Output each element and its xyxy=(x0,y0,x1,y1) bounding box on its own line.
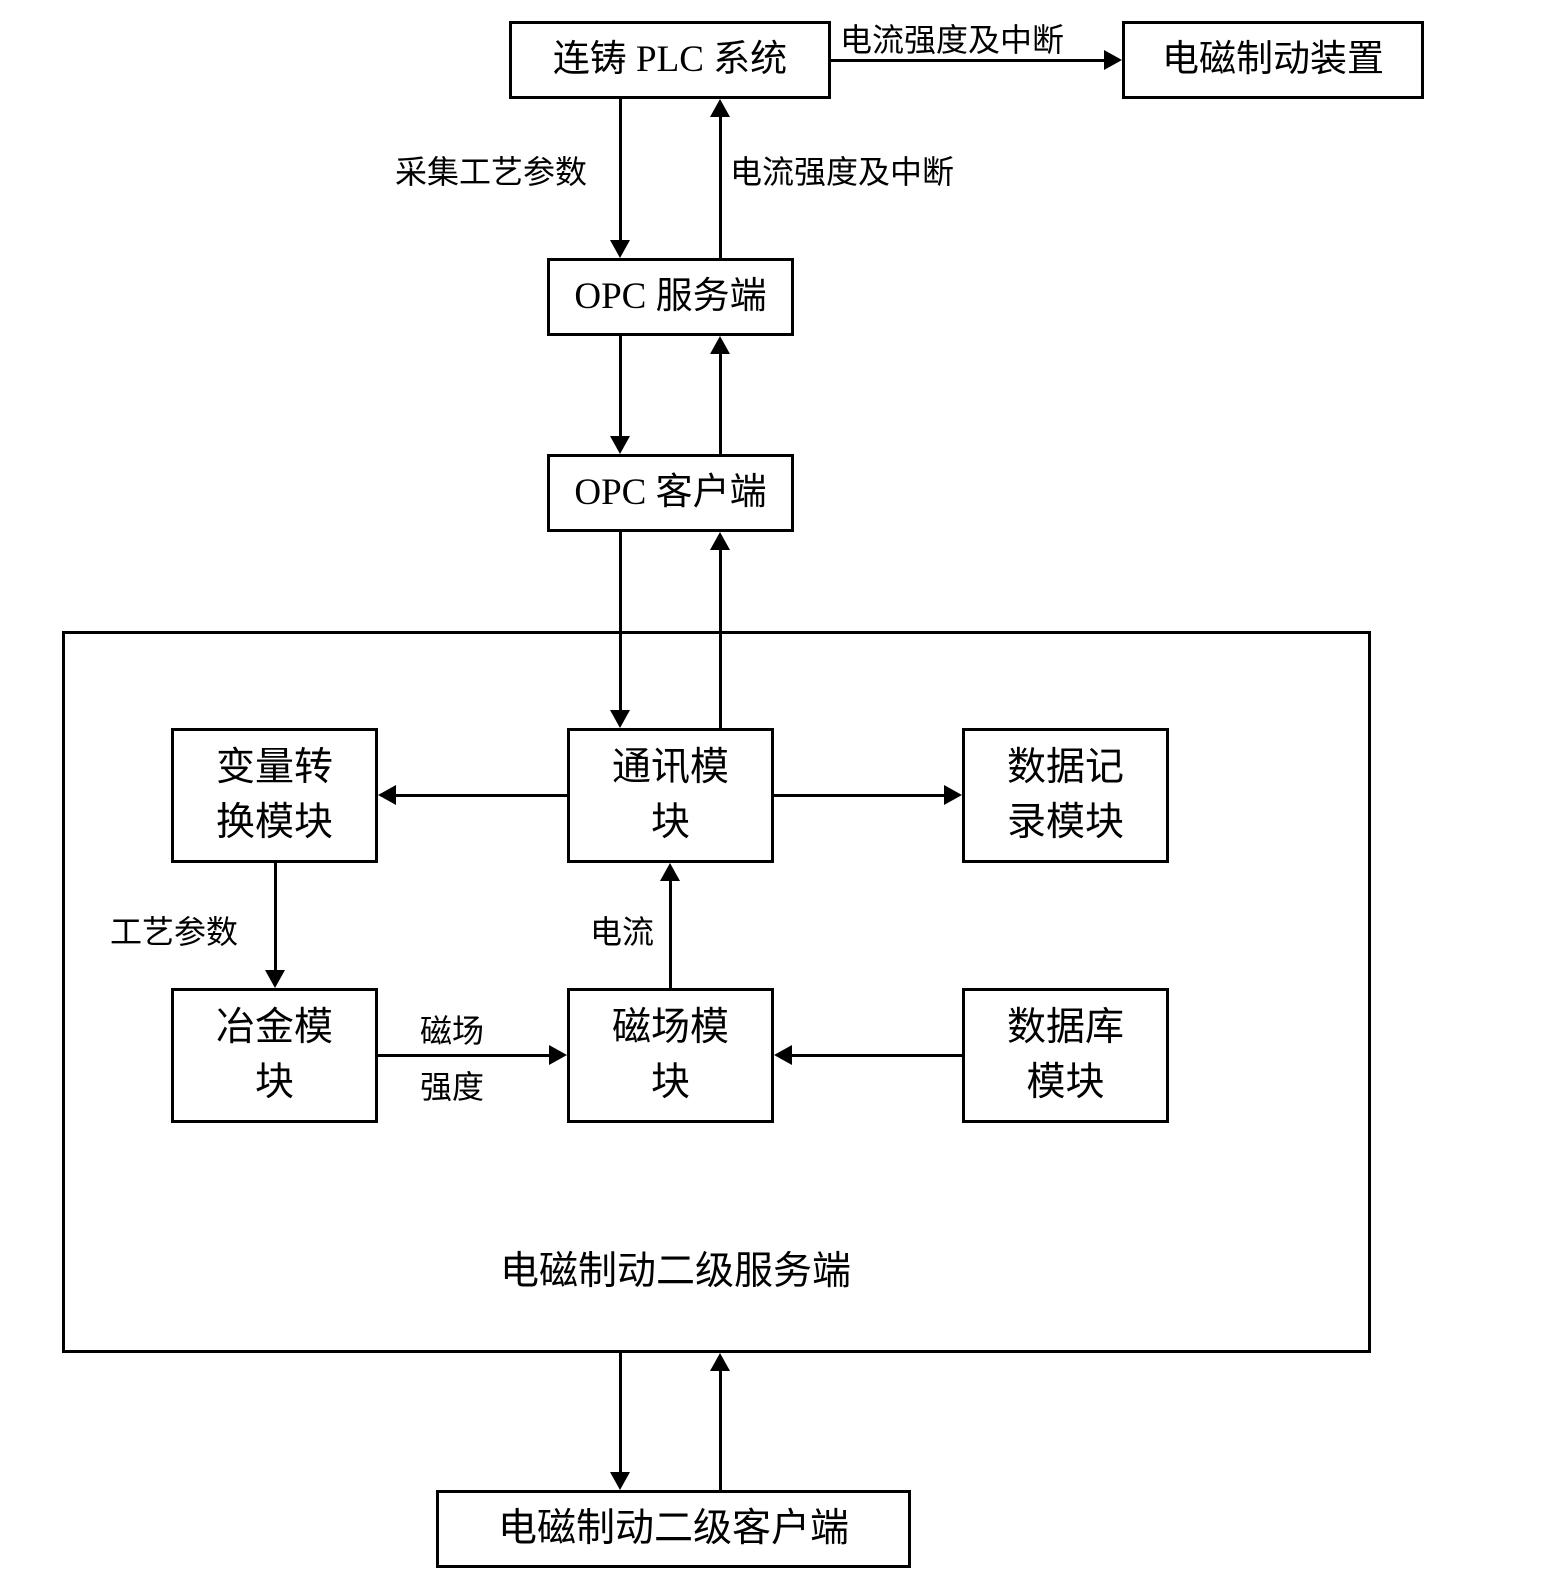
node-var-conv-label: 变量转换模块 xyxy=(216,741,333,850)
edge-label-plc-opc-left: 采集工艺参数 xyxy=(395,147,587,193)
node-emb-device-label: 电磁制动装置 xyxy=(1162,34,1384,86)
diagram-canvas: 电磁制动二级服务端 连铸 PLC 系统 电磁制动装置 OPC 服务端 OPC 客… xyxy=(0,0,1552,1582)
node-mag-field: 磁场模块 xyxy=(567,988,774,1123)
node-database: 数据库模块 xyxy=(962,988,1169,1123)
edge-line xyxy=(719,354,722,454)
edge-line xyxy=(619,532,622,710)
edge-line xyxy=(619,336,622,436)
arrowhead-down-icon xyxy=(610,436,630,454)
edge-label-metal-mag-l2: 强度 xyxy=(420,1062,484,1108)
arrowhead-left-icon xyxy=(378,785,396,805)
edge-line xyxy=(274,863,277,970)
edge-line xyxy=(669,881,672,988)
edge-label-mag-comm: 电流 xyxy=(590,907,654,953)
node-opc-server-label: OPC 服务端 xyxy=(574,271,766,323)
node-comm-label: 通讯模块 xyxy=(612,741,729,850)
arrowhead-right-icon xyxy=(549,1045,567,1065)
node-opc-client-label: OPC 客户端 xyxy=(574,467,766,519)
l2-server-container-label: 电磁制动二级服务端 xyxy=(500,1240,851,1296)
arrowhead-up-icon xyxy=(710,99,730,117)
edge-line xyxy=(792,1054,962,1057)
edge-line xyxy=(396,794,567,797)
node-metal: 冶金模块 xyxy=(171,988,378,1123)
node-database-label: 数据库模块 xyxy=(1007,1001,1124,1110)
arrowhead-down-icon xyxy=(265,970,285,988)
node-plc-label: 连铸 PLC 系统 xyxy=(553,34,787,86)
node-metal-label: 冶金模块 xyxy=(216,1001,333,1110)
edge-line xyxy=(619,99,622,240)
node-plc: 连铸 PLC 系统 xyxy=(509,21,831,99)
arrowhead-up-icon xyxy=(710,1353,730,1371)
edge-label-plc-opc-right: 电流强度及中断 xyxy=(730,147,954,193)
node-mag-field-label: 磁场模块 xyxy=(612,1001,729,1110)
edge-line xyxy=(719,550,722,728)
edge-line xyxy=(719,117,722,258)
arrowhead-right-icon xyxy=(1104,50,1122,70)
node-opc-client: OPC 客户端 xyxy=(547,454,794,532)
arrowhead-down-icon xyxy=(610,1472,630,1490)
edge-line xyxy=(719,1371,722,1490)
edge-label-metal-mag-l1: 磁场 xyxy=(420,1006,484,1052)
node-l2-client: 电磁制动二级客户端 xyxy=(436,1490,911,1568)
edge-line xyxy=(619,1353,622,1472)
node-emb-device: 电磁制动装置 xyxy=(1122,21,1424,99)
arrowhead-right-icon xyxy=(944,785,962,805)
node-data-rec-label: 数据记录模块 xyxy=(1007,741,1124,850)
node-comm: 通讯模块 xyxy=(567,728,774,863)
arrowhead-up-icon xyxy=(710,532,730,550)
edge-line xyxy=(378,1054,549,1057)
edge-label-var-metal: 工艺参数 xyxy=(110,907,238,953)
arrowhead-down-icon xyxy=(610,240,630,258)
arrowhead-up-icon xyxy=(660,863,680,881)
arrowhead-down-icon xyxy=(610,710,630,728)
node-var-conv: 变量转换模块 xyxy=(171,728,378,863)
edge-label-plc-emb: 电流强度及中断 xyxy=(840,15,1064,61)
node-data-rec: 数据记录模块 xyxy=(962,728,1169,863)
arrowhead-left-icon xyxy=(774,1045,792,1065)
node-l2-client-label: 电磁制动二级客户端 xyxy=(498,1502,849,1557)
node-opc-server: OPC 服务端 xyxy=(547,258,794,336)
arrowhead-up-icon xyxy=(710,336,730,354)
edge-line xyxy=(774,794,944,797)
